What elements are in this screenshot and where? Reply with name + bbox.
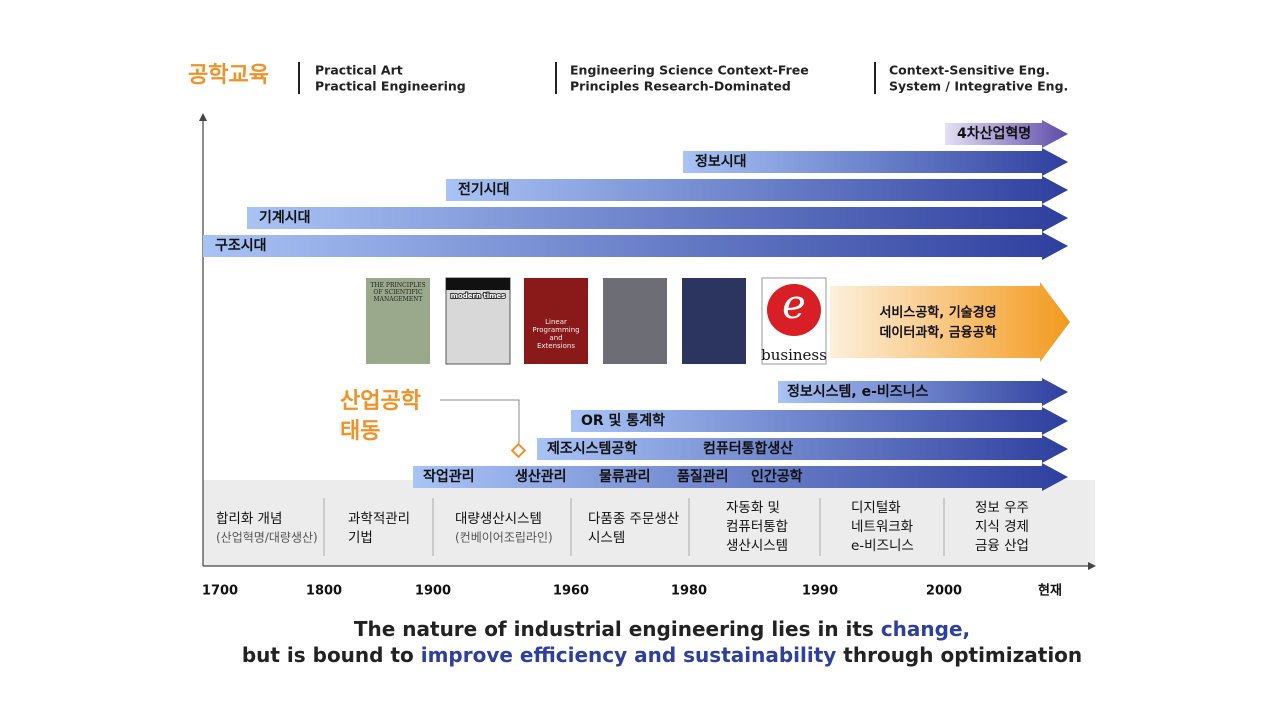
footer-part: The nature of industrial engineering lie…	[354, 617, 881, 641]
header-text: Principles Research-Dominated	[570, 79, 791, 94]
cover-text: THE PRINCIPLES OF SCIENTIFIC MANAGEMENT	[370, 282, 426, 303]
footer-part: improve efficiency and sustainability	[421, 643, 837, 667]
cover	[603, 278, 667, 364]
period-text: (컨베이어조립라인)	[455, 531, 553, 545]
cover-text: e	[782, 282, 806, 328]
diamond	[510, 442, 527, 459]
x-tick-label: 1900	[415, 584, 451, 599]
arrow	[413, 463, 1068, 491]
x-tick-label: 1980	[671, 584, 707, 599]
period-text: 다품종 주문생산	[588, 511, 679, 527]
ie-label: 작업관리	[423, 468, 475, 485]
cover-band	[446, 278, 510, 290]
period-text: 디지털화	[851, 500, 901, 516]
period-text: e-비즈니스	[851, 538, 914, 554]
cover-text: business	[761, 346, 827, 364]
ie-label: 물류관리	[599, 468, 651, 485]
ie-title: 산업공학	[340, 389, 421, 414]
period-text: 네트워크화	[851, 519, 913, 535]
period-text: 시스템	[588, 530, 625, 546]
period-text: 대량생산시스템	[455, 511, 542, 527]
x-tick-label: 1960	[553, 584, 589, 599]
period-text: 과학적관리	[348, 511, 410, 527]
footer: The nature of industrial engineering lie…	[354, 617, 970, 641]
era-label: 구조시대	[215, 238, 267, 254]
footer-part: change,	[881, 617, 970, 641]
period-text: 지식 경제	[975, 519, 1029, 535]
period-text: 합리화 개념	[216, 511, 282, 527]
cover-text: modern times	[451, 292, 506, 300]
cover	[445, 277, 511, 365]
ie-label: 인간공학	[751, 468, 803, 485]
period-text: 컴퓨터통합	[726, 519, 788, 535]
era-label: 전기시대	[458, 181, 510, 198]
footer-part: through optimization	[836, 643, 1082, 667]
header-text: Context-Sensitive Eng.	[889, 63, 1050, 78]
x-tick-label: 1700	[202, 584, 238, 599]
x-tick-label: 현재	[1038, 583, 1062, 599]
ebiz-logo	[767, 284, 821, 336]
x-axis-head	[1088, 562, 1096, 570]
arrow	[247, 204, 1068, 232]
x-tick-label: 2000	[926, 584, 962, 599]
cover	[524, 278, 588, 364]
period-text: 생산시스템	[726, 538, 788, 554]
footer: but is bound to improve efficiency and s…	[242, 643, 1082, 667]
arrow	[683, 148, 1068, 176]
x-tick-label: 1800	[306, 584, 342, 599]
y-axis-head	[199, 113, 207, 121]
arrow	[446, 176, 1068, 204]
header-text: System / Integrative Eng.	[889, 79, 1068, 94]
era-label: 기계시대	[259, 210, 311, 226]
connector	[440, 399, 520, 445]
service-text: 데이터과학, 금융공학	[879, 325, 996, 341]
arrow	[537, 435, 1068, 463]
arrow	[203, 232, 1068, 260]
footer-part: but is bound to	[242, 643, 421, 667]
period-text: 기법	[348, 530, 373, 546]
ie-label: 컴퓨터통합생산	[703, 440, 793, 457]
ie-label: 정보시스템, e-비즈니스	[787, 383, 929, 400]
x-tick-label: 1990	[802, 584, 838, 599]
era-label: 4차산업혁명	[957, 125, 1031, 142]
era-label: 정보시대	[695, 153, 747, 170]
header-text: Practical Art	[315, 63, 403, 78]
cover	[682, 278, 746, 364]
cover-text: Linear Programming and Extensions	[532, 318, 580, 350]
arrow	[778, 378, 1068, 406]
arrow	[945, 120, 1068, 148]
period-text: 정보 우주	[975, 500, 1029, 516]
service-text: 서비스공학, 기술경영	[879, 305, 996, 321]
header-text: Practical Engineering	[315, 79, 466, 94]
period-text: 자동화 및	[726, 500, 780, 516]
service-arrow	[830, 282, 1070, 362]
ie-label: 제조시스템공학	[547, 440, 637, 457]
cover	[366, 278, 430, 364]
period-band	[203, 480, 1095, 566]
covers: THE PRINCIPLES OF SCIENTIFIC MANAGEMENT …	[366, 277, 827, 365]
ie-label: 품질관리	[677, 468, 729, 485]
ie-label: 생산관리	[515, 468, 567, 485]
period-text: 금융 산업	[975, 538, 1029, 554]
header-text: Engineering Science Context-Free	[570, 63, 809, 78]
ie-title: 태동	[340, 419, 380, 444]
arrow	[571, 407, 1068, 435]
period-text: (산업혁명/대량생산)	[216, 531, 318, 545]
header-title: 공학교육	[188, 63, 269, 88]
ie-label: OR 및 통계학	[581, 412, 665, 429]
